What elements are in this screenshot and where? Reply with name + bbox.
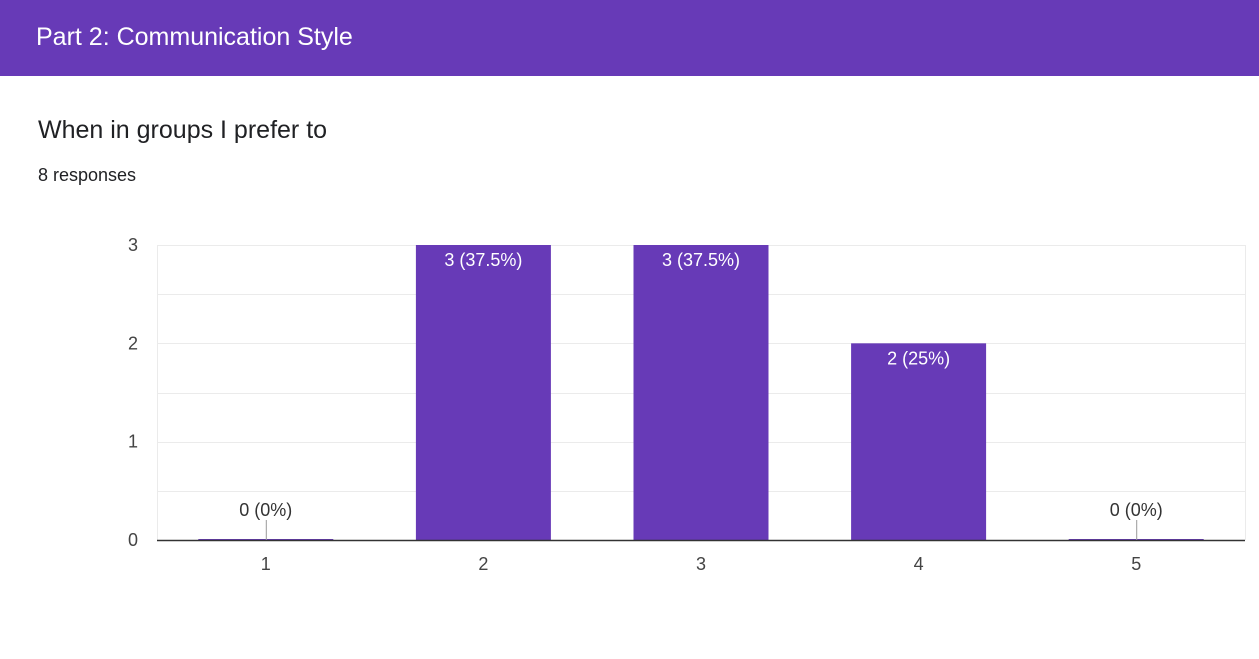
bar (415, 245, 551, 540)
bar (851, 343, 987, 540)
data-label: 0 (0%) (1110, 500, 1163, 520)
data-label: 0 (0%) (239, 500, 292, 520)
response-count: 8 responses (38, 165, 137, 185)
data-label: 3 (37.5%) (662, 250, 740, 270)
data-label: 2 (25%) (887, 348, 950, 368)
y-tick-label: 2 (128, 333, 138, 353)
x-axis-ticks: 1 2 3 4 5 (261, 554, 1141, 574)
section-title: Part 2: Communication Style (36, 23, 353, 51)
x-tick-label: 1 (261, 554, 271, 574)
data-labels: 0 (0%) 3 (37.5%) 3 (37.5%) 2 (25%) 0 (0%) (239, 250, 1163, 540)
question-title: When in groups I prefer to (38, 116, 328, 144)
x-tick-label: 5 (1131, 554, 1141, 574)
section-header: Part 2: Communication Style (0, 0, 1259, 76)
data-label: 3 (37.5%) (444, 250, 522, 270)
bar (633, 245, 769, 540)
y-tick-label: 1 (128, 432, 138, 452)
y-tick-label: 0 (128, 530, 138, 550)
x-tick-label: 3 (696, 554, 706, 574)
y-tick-label: 3 (128, 235, 138, 255)
y-axis-ticks: 0 1 2 3 (128, 235, 138, 550)
x-tick-label: 4 (914, 554, 924, 574)
x-tick-label: 2 (478, 554, 488, 574)
bars (198, 245, 1204, 540)
